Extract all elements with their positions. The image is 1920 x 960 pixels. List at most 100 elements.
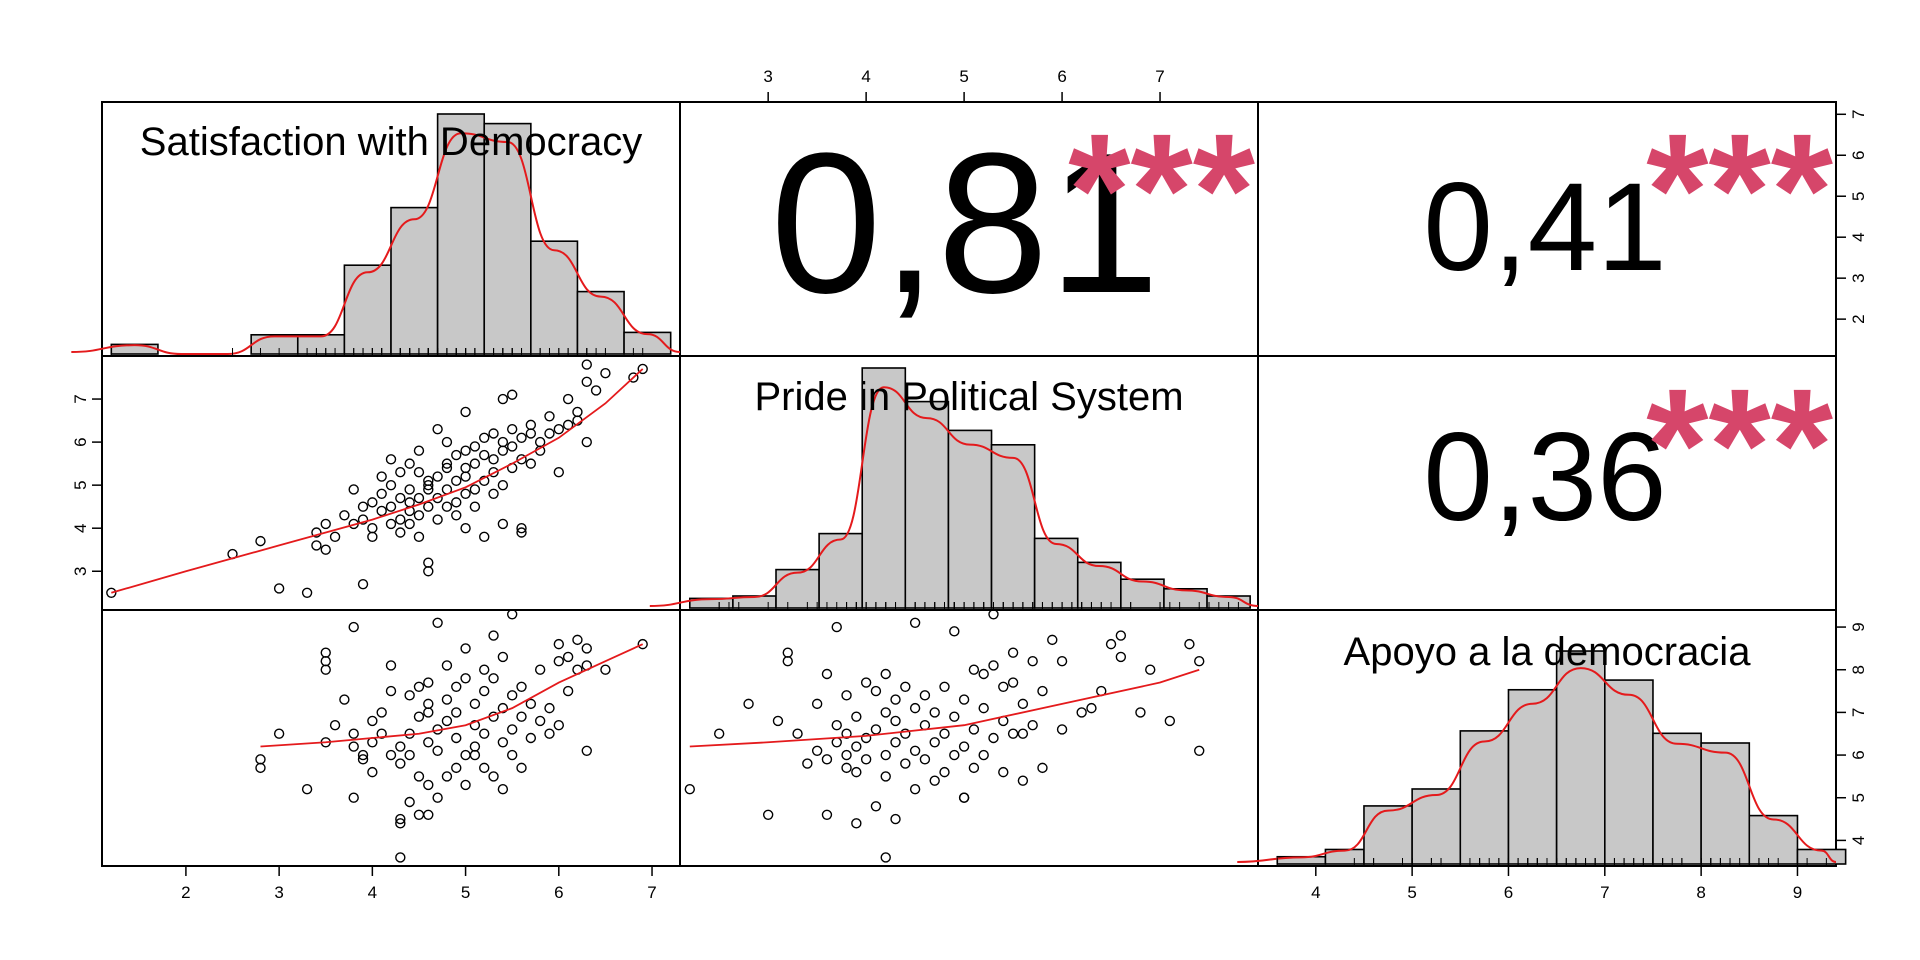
scatter-point <box>404 796 415 808</box>
scatter-point <box>880 852 891 863</box>
scatter-point <box>978 668 989 680</box>
scatter-point <box>525 732 537 744</box>
scatter-point <box>460 471 471 482</box>
scatter-point <box>821 754 833 765</box>
y-tick-label-satisfaction: 3 <box>1849 273 1868 282</box>
scatter-point <box>713 728 725 739</box>
scatter-point <box>255 535 266 547</box>
histogram-bar <box>990 443 1036 609</box>
scatter-point <box>958 792 970 803</box>
scatter-point <box>404 484 415 495</box>
scatter-point <box>367 715 378 727</box>
smoother-line <box>111 368 644 594</box>
scatter-point <box>497 651 509 663</box>
histogram-bar <box>775 568 820 609</box>
scatter-point <box>432 745 443 756</box>
scatter-point <box>900 758 911 769</box>
scatter-point <box>488 454 499 465</box>
scatter-point <box>395 852 406 863</box>
scatter-point <box>376 471 387 482</box>
scatter-point <box>273 583 285 594</box>
histogram-bar <box>947 429 993 609</box>
scatter-point <box>1007 677 1019 688</box>
scatter-point <box>376 707 387 718</box>
scatter-point <box>357 514 369 525</box>
scatter-point <box>684 784 695 795</box>
scatter-point <box>860 677 872 688</box>
scatter-point <box>890 813 901 825</box>
scatter-point <box>851 766 862 778</box>
scatter-point <box>1037 762 1048 774</box>
scatter-point <box>469 501 481 512</box>
diag-label-apoyo: Apoyo a la democracia <box>1344 630 1752 674</box>
scatter-point <box>792 728 803 739</box>
x-tick-label-apoyo: 7 <box>1600 883 1609 902</box>
x-tick-label-satisfaction: 4 <box>368 883 377 902</box>
scatter-point <box>998 681 1009 692</box>
scatter-point <box>311 527 322 538</box>
scatter-point <box>404 458 415 469</box>
scatter-point <box>1017 775 1029 786</box>
scatter-point <box>488 488 499 499</box>
scatter-point <box>385 501 397 512</box>
scatter-point <box>311 540 322 551</box>
scatter-point <box>357 754 369 765</box>
scatter-point <box>909 745 921 756</box>
scatter-point <box>441 660 453 671</box>
scatter-point <box>395 467 406 478</box>
y-tick-label-pride: 4 <box>71 523 90 532</box>
x-tick-label-satisfaction: 2 <box>181 883 190 902</box>
scatter-point <box>841 728 852 739</box>
scatter-point <box>404 497 415 508</box>
histogram-bar <box>296 333 346 355</box>
scatter-point <box>441 462 453 474</box>
histogram-bar <box>1700 742 1751 865</box>
scatter-point <box>395 758 406 769</box>
scatter-point <box>553 467 565 478</box>
scatter-point <box>376 728 387 739</box>
scatter-point <box>860 754 872 765</box>
scatter-point <box>544 428 555 439</box>
histogram-bar <box>1652 732 1702 865</box>
scatter-point <box>479 449 490 461</box>
scatter-point <box>497 737 509 748</box>
histogram-bar <box>1411 788 1462 865</box>
x-tick-label-apoyo: 4 <box>1311 883 1320 902</box>
scatter-point <box>1037 685 1048 697</box>
scatter-point <box>367 497 378 508</box>
scatter-point <box>506 389 518 400</box>
scatter-point <box>404 749 415 761</box>
scatter-point <box>506 724 518 735</box>
x-tick-label-satisfaction: 7 <box>647 883 656 902</box>
scatter-point <box>1115 651 1127 663</box>
scatter-point <box>423 501 434 512</box>
scatter-point <box>432 423 443 435</box>
scatter-point <box>870 724 882 735</box>
scatter-point <box>460 445 471 456</box>
panel-3-1 <box>101 609 681 867</box>
scatter-point <box>460 462 471 474</box>
scatter-point <box>441 715 453 727</box>
y-tick-label-satisfaction: 7 <box>1849 110 1868 119</box>
scatter-point <box>553 638 565 650</box>
scatter-point <box>441 458 453 469</box>
scatter-point <box>460 673 471 684</box>
scatter-point <box>413 467 425 478</box>
scatter-point <box>1115 630 1127 641</box>
scatter-point <box>1056 724 1068 735</box>
scatter-point <box>385 518 397 530</box>
corr-stars-sat-apoyo: *** <box>1646 100 1834 279</box>
scatter-point <box>998 766 1009 778</box>
scatter-point <box>1194 656 1205 667</box>
scatter-point <box>301 784 313 795</box>
scatter-point <box>451 510 462 521</box>
scatter-point <box>506 690 518 701</box>
scatter-point <box>841 690 852 701</box>
scatter-point <box>451 732 462 744</box>
scatter-point <box>339 694 350 705</box>
scatter-point <box>488 771 499 782</box>
scatter-point <box>516 711 527 722</box>
scatter-point <box>460 643 471 654</box>
scatter-point <box>544 728 555 739</box>
scatter-point <box>841 749 852 761</box>
